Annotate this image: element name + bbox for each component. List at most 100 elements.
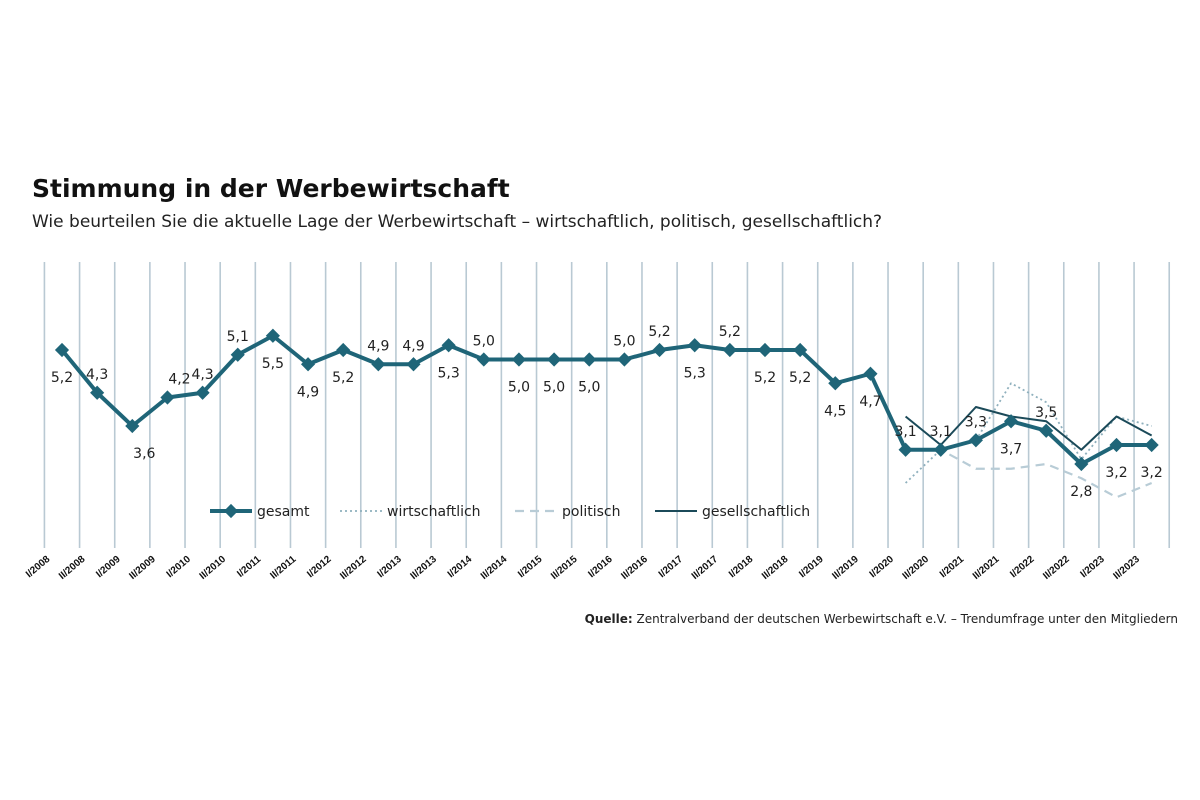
x-tick-label: I/2019: [797, 554, 826, 581]
data-label: 3,5: [1035, 405, 1057, 421]
data-point: [898, 442, 913, 457]
legend-label: politisch: [562, 504, 620, 520]
data-point: [336, 342, 351, 358]
x-tick-label: II/2012: [338, 554, 369, 582]
x-tick-label: I/2023: [1078, 554, 1107, 581]
data-point: [1109, 437, 1124, 453]
data-label: 4,9: [367, 338, 389, 354]
data-label: 5,0: [543, 380, 565, 396]
data-point: [828, 376, 843, 391]
data-label: 3,2: [1141, 465, 1163, 481]
x-tick-label: II/2008: [57, 554, 88, 582]
data-label: 5,2: [789, 370, 811, 386]
source-note: Quelle: Zentralverband der deutschen Wer…: [585, 612, 1178, 626]
data-label: 5,0: [613, 334, 635, 350]
x-tick-label: II/2023: [1111, 554, 1142, 582]
series-line-wirtschaftlich: [904, 382, 1152, 484]
series-line-gesellschaftlich: [904, 406, 1153, 451]
chart-subtitle: Wie beurteilen Sie die aktuelle Lage der…: [32, 212, 883, 232]
x-tick-label: I/2020: [868, 554, 897, 581]
data-label: 5,0: [473, 334, 495, 350]
data-point: [863, 366, 878, 381]
data-point: [195, 385, 210, 400]
x-tick-label: I/2009: [94, 554, 123, 581]
data-label: 5,2: [332, 370, 354, 386]
data-point: [441, 338, 456, 353]
data-label: 3,1: [894, 424, 916, 440]
x-tick-label: I/2015: [516, 554, 545, 581]
data-label: 4,7: [859, 394, 881, 410]
data-point: [547, 352, 562, 367]
data-point: [757, 342, 773, 358]
x-tick-label: II/2021: [971, 554, 1002, 582]
x-tick-label: I/2008: [24, 554, 53, 581]
data-label: 5,0: [508, 380, 530, 396]
data-point: [511, 352, 527, 367]
data-point: [968, 433, 983, 448]
data-point: [371, 357, 386, 372]
x-tick-label: I/2018: [727, 554, 756, 581]
data-label: 5,3: [684, 365, 706, 381]
data-label: 4,5: [824, 403, 846, 419]
data-label: 4,9: [402, 338, 424, 354]
data-label: 5,0: [578, 380, 600, 396]
x-tick-label: II/2022: [1041, 554, 1072, 582]
data-label: 4,2: [168, 372, 190, 388]
x-tick-label: II/2011: [268, 554, 298, 582]
data-point: [1144, 437, 1159, 453]
series-line-gesamt: [60, 333, 1152, 466]
data-label: 5,1: [227, 329, 249, 345]
source-label: Quelle:: [584, 612, 633, 626]
source-text: Zentralverband der deutschen Werbewirtsc…: [632, 612, 1178, 626]
data-point: [265, 328, 280, 343]
data-label: 5,5: [262, 356, 284, 372]
data-label: 3,6: [133, 446, 155, 462]
legend-label: wirtschaftlich: [387, 504, 481, 520]
x-tick-label: II/2019: [830, 554, 861, 582]
data-label: 2,8: [1070, 484, 1092, 500]
data-label: 3,3: [965, 414, 987, 430]
x-tick-label: I/2010: [165, 554, 194, 581]
data-label: 4,3: [191, 367, 213, 383]
x-tick-label: I/2022: [1008, 554, 1037, 581]
x-tick-label: I/2011: [235, 554, 263, 580]
x-tick-label: I/2017: [657, 554, 686, 581]
data-label: 4,3: [86, 367, 108, 383]
data-label: 5,2: [754, 370, 776, 386]
data-label: 3,1: [930, 424, 952, 440]
x-tick-label: I/2016: [586, 554, 615, 581]
data-point: [933, 442, 948, 457]
data-label: 5,2: [719, 324, 741, 340]
x-tick-label: I/2014: [446, 554, 475, 581]
data-point: [406, 357, 421, 372]
series-line-politisch: [905, 448, 1153, 499]
data-point: [1074, 456, 1089, 472]
data-point: [1039, 423, 1054, 438]
x-tick-label: II/2010: [198, 554, 229, 582]
data-point: [125, 418, 140, 434]
x-tick-label: II/2017: [690, 554, 721, 582]
data-label: 5,2: [51, 370, 73, 386]
data-point: [476, 352, 491, 367]
x-tick-label: I/2021: [938, 554, 967, 581]
data-label: 3,2: [1105, 465, 1127, 481]
legend-marker: [223, 503, 239, 519]
data-point: [90, 385, 105, 400]
data-label: 5,3: [438, 365, 460, 381]
x-tick-label: II/2018: [760, 554, 791, 582]
legend-label: gesamt: [257, 504, 310, 520]
chart-title: Stimmung in der Werbewirtschaft: [32, 174, 510, 203]
x-tick-label: II/2014: [479, 554, 510, 582]
data-point: [1003, 414, 1019, 429]
x-tick-label: II/2020: [901, 554, 932, 582]
data-point: [300, 357, 316, 372]
data-point: [793, 342, 808, 358]
x-tick-label: II/2016: [619, 554, 650, 582]
x-tick-label: II/2015: [549, 554, 580, 582]
data-point: [652, 342, 667, 358]
x-tick-label: I/2012: [305, 554, 334, 581]
data-point: [230, 347, 245, 362]
data-point: [687, 338, 702, 353]
data-point: [582, 352, 597, 367]
